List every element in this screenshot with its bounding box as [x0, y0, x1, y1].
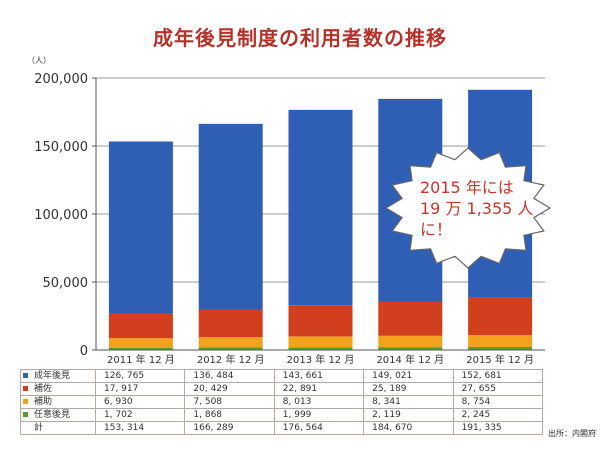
- table-cell: 27, 655: [452, 382, 544, 396]
- table-row: 任意後見 1, 702 1, 868 1, 999 2, 119 2, 245: [20, 408, 544, 422]
- legend-swatch: [23, 386, 28, 391]
- table-cell: 8, 013: [273, 395, 365, 409]
- bar-segment: [198, 347, 263, 350]
- callout-line-2: 19 万 1,355 人: [420, 199, 533, 218]
- table-cell: 2, 245: [452, 408, 544, 422]
- table-row-header: 補助: [20, 395, 96, 409]
- data-table: 成年後見 126, 765 136, 484 143, 661 149, 021 152,…: [20, 369, 544, 435]
- table-cell: 176, 564: [273, 421, 365, 435]
- series-name: 計: [34, 423, 44, 433]
- series-name: 成年後見: [34, 371, 71, 381]
- x-category-label: 2011 年 12 月: [107, 353, 175, 366]
- bar-segment: [288, 109, 353, 306]
- table-cell: 136, 484: [184, 369, 275, 383]
- table-cell: 152, 681: [452, 369, 544, 383]
- bar-segment: [378, 301, 443, 336]
- callout-line-1: 2015 年には: [420, 178, 514, 197]
- series-name: 補助: [34, 397, 53, 407]
- source-note: 出所：内閣府: [548, 429, 596, 438]
- table-cell: 1, 999: [273, 408, 365, 422]
- table-cell: 143, 661: [273, 369, 365, 383]
- chart-title: 成年後見制度の利用者数の推移: [153, 26, 447, 50]
- table-cell: 191, 335: [452, 421, 544, 435]
- bar-segment: [378, 347, 443, 350]
- x-category-label: 2015 年 12 月: [466, 353, 534, 366]
- table-cell: 2, 119: [363, 408, 454, 422]
- bar-segment: [108, 313, 173, 339]
- table-row: 補佐 17, 917 20, 429 22, 891 25, 189 27, 655: [20, 382, 544, 396]
- bar-segment: [288, 336, 353, 348]
- x-category-label: 2014 年 12 月: [376, 353, 444, 366]
- table-row: 補助 6, 930 7, 508 8, 013 8, 341 8, 754: [20, 395, 544, 409]
- bar-segment: [468, 346, 533, 350]
- table-cell: 17, 917: [94, 382, 186, 396]
- table-cell: 20, 429: [184, 382, 275, 396]
- bar-segment: [288, 305, 353, 337]
- table-row-header: 計: [20, 421, 96, 435]
- table-cell: 8, 341: [363, 395, 454, 409]
- bar-segment: [108, 347, 173, 350]
- legend-swatch: [23, 399, 28, 404]
- y-axis-unit: （人）: [27, 56, 51, 65]
- bar-segment: [198, 337, 263, 348]
- table-cell: 126, 765: [94, 369, 186, 383]
- table-cell: 7, 508: [184, 395, 275, 409]
- table-cell: 166, 289: [184, 421, 275, 435]
- table-row-header: 補佐: [20, 382, 96, 396]
- bar-segment: [468, 335, 533, 347]
- table-cell: 184, 670: [363, 421, 454, 435]
- bar-segment: [108, 141, 173, 314]
- legend-swatch: [23, 373, 28, 378]
- y-tick-label: 50,000: [43, 276, 89, 291]
- legend-swatch: [23, 412, 28, 417]
- callout-line-3: に！: [420, 220, 452, 239]
- table-cell: 8, 754: [452, 395, 544, 409]
- bar-segment: [378, 335, 443, 348]
- y-tick-label: 0: [80, 344, 88, 359]
- bar-segment: [198, 309, 263, 338]
- table-cell: 6, 930: [94, 395, 186, 409]
- table-cell: 25, 189: [363, 382, 454, 396]
- series-name: 補佐: [34, 384, 53, 394]
- table-cell: 1, 868: [184, 408, 275, 422]
- bar-segment: [288, 347, 353, 350]
- callout-bubble: 2015 年には 19 万 1,355 人 に！: [384, 147, 552, 269]
- series-name: 任意後見: [34, 410, 71, 420]
- table-row-header: 成年後見: [20, 369, 96, 383]
- table-row: 計 153, 314 166, 289 176, 564 184, 670 191, 33…: [20, 421, 544, 435]
- table-cell: 149, 021: [363, 369, 454, 383]
- bar-segment: [108, 338, 173, 348]
- legend-swatch: [23, 425, 28, 430]
- x-category-label: 2012 年 12 月: [197, 353, 265, 366]
- x-category-label: 2013 年 12 月: [287, 353, 355, 366]
- y-tick-label: 150,000: [34, 140, 88, 155]
- chart-plot: （人） 0 50,000 100,000 150,000 200,000 2011 年 …: [27, 56, 552, 366]
- table-cell: 153, 314: [94, 421, 186, 435]
- table-row-header: 任意後見: [20, 408, 96, 422]
- bar-segment: [468, 297, 533, 336]
- y-tick-label: 100,000: [34, 208, 88, 223]
- table-cell: 1, 702: [94, 408, 186, 422]
- table-cell: 22, 891: [273, 382, 365, 396]
- table-row: 成年後見 126, 765 136, 484 143, 661 149, 021 152,…: [20, 369, 544, 383]
- y-tick-label: 200,000: [34, 72, 88, 87]
- bar-segment: [198, 123, 263, 310]
